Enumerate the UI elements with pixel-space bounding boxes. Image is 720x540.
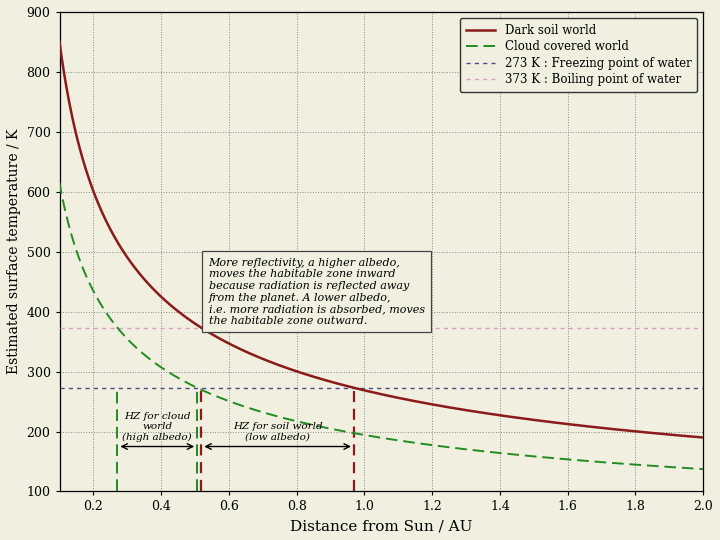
Dark soil world: [623, 427, 631, 434]
Text: HZ for soil world
(low albedo): HZ for soil world (low albedo): [233, 422, 323, 442]
Dark soil world: [332, 380, 341, 387]
Text: More reflectivity, a higher albedo,
moves the habitable zone inward
because radi: More reflectivity, a higher albedo, move…: [209, 258, 425, 326]
Cloud covered world: [332, 427, 341, 433]
273 K : Freezing point of water: (0, 273): Freezing point of water: (0, 273): [22, 384, 30, 391]
373 K : Boiling point of water: (1, 373): Boiling point of water: (1, 373): [360, 325, 369, 331]
Line: Dark soil world: Dark soil world: [58, 29, 710, 438]
X-axis label: Distance from Sun / AU: Distance from Sun / AU: [290, 519, 472, 533]
Text: HZ for cloud
world
(high albedo): HZ for cloud world (high albedo): [122, 412, 192, 442]
Cloud covered world: [693, 465, 701, 472]
Dark soil world: [706, 435, 714, 441]
Dark soil world: [166, 302, 175, 309]
Dark soil world: [128, 261, 137, 267]
Dark soil world: [304, 372, 312, 378]
Cloud covered world: [304, 421, 312, 427]
Dark soil world: [693, 434, 701, 440]
Dark soil world: [53, 25, 62, 32]
Y-axis label: Estimated surface temperature / K: Estimated surface temperature / K: [7, 129, 21, 374]
Legend: Dark soil world, Cloud covered world, 273 K : Freezing point of water, 373 K : B: Dark soil world, Cloud covered world, 27…: [460, 18, 697, 92]
Cloud covered world: [623, 461, 631, 467]
Cloud covered world: [706, 466, 714, 472]
Cloud covered world: [128, 341, 137, 347]
Cloud covered world: [53, 171, 62, 177]
273 K : Freezing point of water: (1, 273): Freezing point of water: (1, 273): [360, 384, 369, 391]
Line: Cloud covered world: Cloud covered world: [58, 174, 710, 469]
Cloud covered world: [166, 370, 175, 377]
373 K : Boiling point of water: (0, 373): Boiling point of water: (0, 373): [22, 325, 30, 331]
